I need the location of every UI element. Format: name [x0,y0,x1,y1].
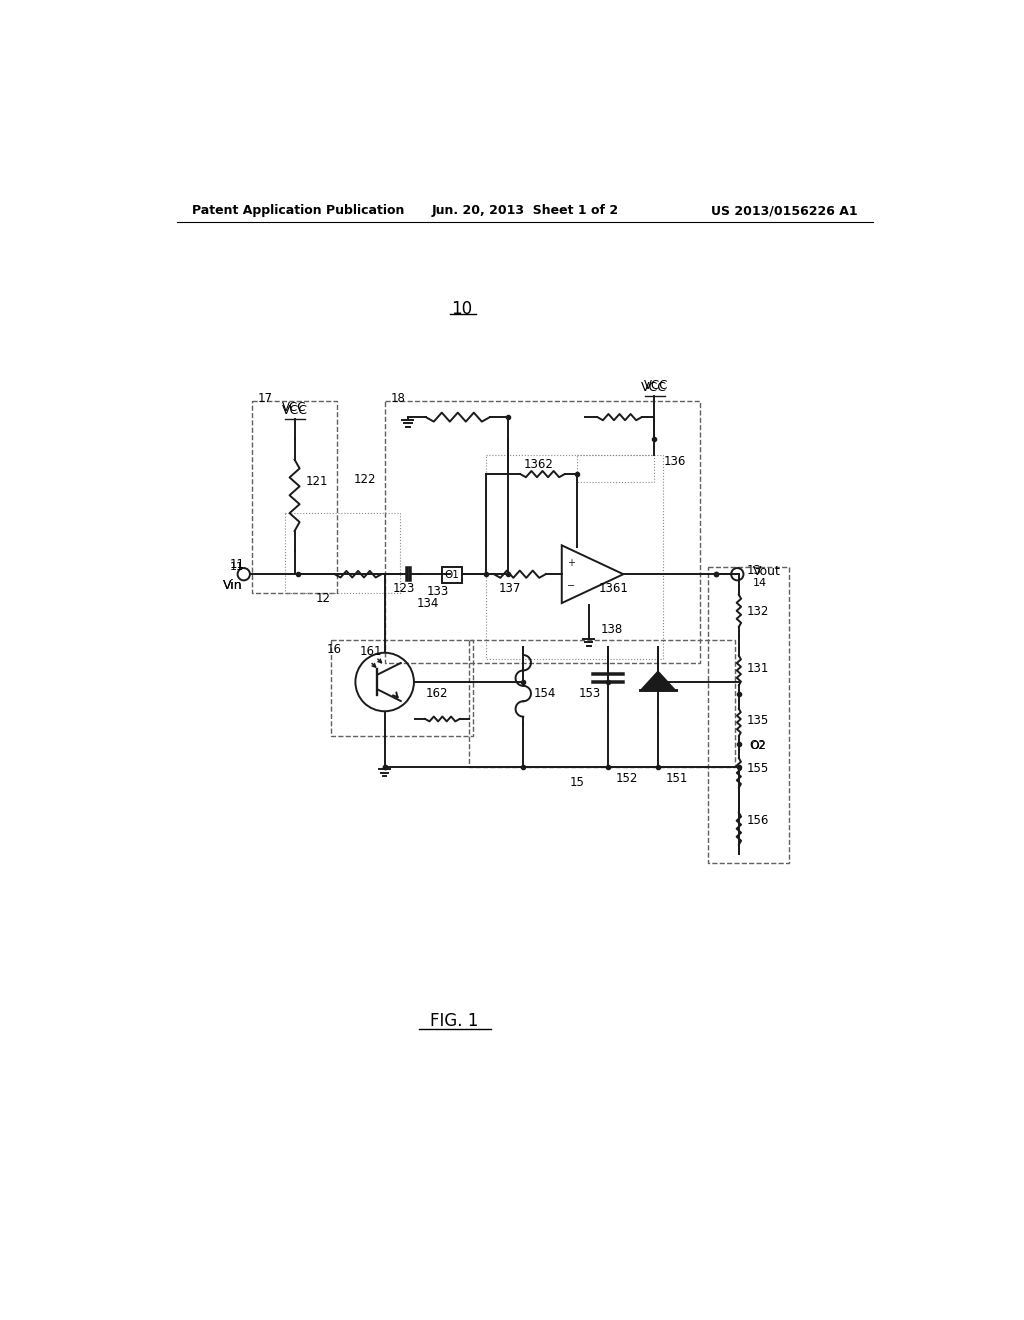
Text: 1361: 1361 [599,582,629,594]
Text: 123: 123 [392,582,415,594]
Text: VCC: VCC [282,404,307,417]
Text: O1: O1 [444,570,459,579]
Text: Vin: Vin [223,579,243,593]
Bar [252,401,337,594]
Text: 162: 162 [426,686,449,700]
Text: 121: 121 [306,475,329,488]
Polygon shape [640,671,676,690]
Text: 11: 11 [229,558,245,572]
Text: VCC: VCC [641,381,668,395]
Text: 134: 134 [417,597,439,610]
Text: 133: 133 [427,585,450,598]
Text: 14: 14 [753,578,767,587]
Text: 17: 17 [258,392,272,405]
Text: Patent Application Publication: Patent Application Publication [193,205,404,218]
Text: 10: 10 [452,300,472,318]
Text: 138: 138 [600,623,623,636]
Text: Vout: Vout [753,565,780,578]
Text: 156: 156 [746,814,769,828]
Text: Jun. 20, 2013  Sheet 1 of 2: Jun. 20, 2013 Sheet 1 of 2 [431,205,618,218]
Bar [486,455,664,659]
Text: O2: O2 [751,741,766,751]
Text: O2: O2 [750,739,766,751]
Text: 151: 151 [666,772,688,785]
Text: +: + [567,557,575,568]
Bar [385,401,700,663]
Bar [469,640,735,767]
Text: 161: 161 [360,644,383,657]
Text: 1362: 1362 [523,458,554,471]
Text: FIG. 1: FIG. 1 [430,1012,478,1030]
Text: 152: 152 [616,772,638,785]
Bar [285,512,400,594]
Text: 12: 12 [315,593,331,606]
Text: 132: 132 [746,605,769,618]
Text: −: − [567,581,575,591]
Text: 136: 136 [664,454,686,467]
Text: 153: 153 [579,686,601,700]
Text: VCC: VCC [643,379,668,392]
Text: US 2013/0156226 A1: US 2013/0156226 A1 [711,205,857,218]
Bar [708,566,788,863]
Text: 11: 11 [229,561,244,572]
Bar [442,566,462,583]
Text: Vin: Vin [223,579,243,593]
Text: 155: 155 [746,762,769,775]
Bar [331,640,473,737]
Text: 15: 15 [569,776,585,788]
Bar [578,455,654,482]
Text: 135: 135 [746,714,769,727]
Text: 16: 16 [327,643,342,656]
Text: 154: 154 [535,686,556,700]
Text: 131: 131 [746,661,769,675]
Text: 137: 137 [499,582,520,594]
Text: 18: 18 [391,392,406,405]
Text: 13: 13 [746,564,762,577]
Text: VCC: VCC [283,400,307,413]
Text: 122: 122 [354,473,377,486]
